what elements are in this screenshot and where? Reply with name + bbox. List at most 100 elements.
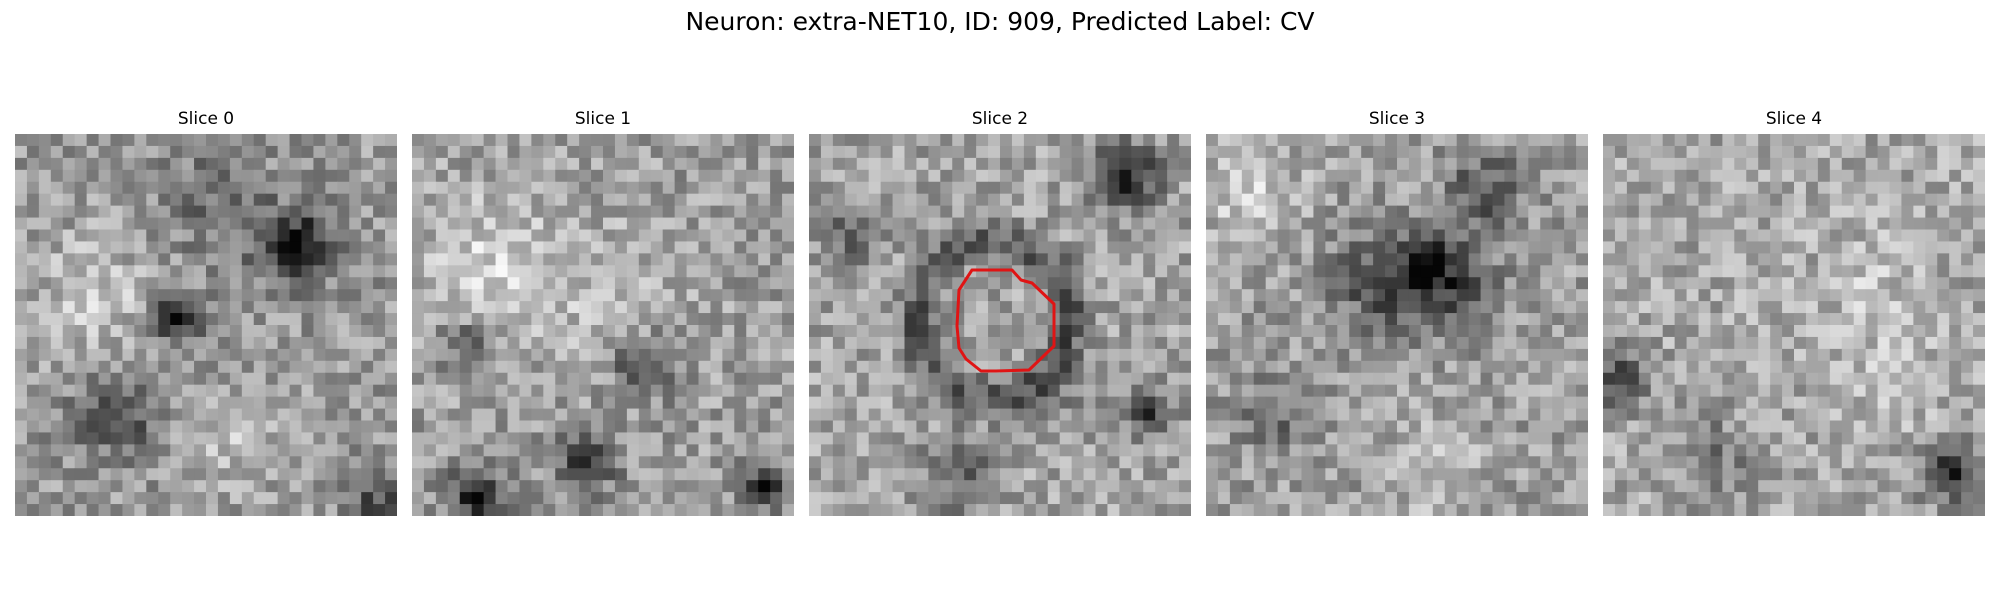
pixel-cell xyxy=(1504,265,1517,278)
pixel-cell xyxy=(217,444,231,457)
pixel-cell xyxy=(86,468,100,481)
pixel-cell xyxy=(265,396,279,410)
pixel-cell xyxy=(1662,169,1676,183)
pixel-cell xyxy=(591,313,604,326)
pixel-cell xyxy=(1853,145,1867,159)
pixel-cell xyxy=(1746,205,1759,219)
pixel-cell xyxy=(868,408,882,421)
pixel-cell xyxy=(531,181,544,195)
pixel-cell xyxy=(1662,456,1676,469)
pixel-cell xyxy=(1829,372,1843,386)
pixel-cell xyxy=(194,336,207,350)
pixel-cell xyxy=(361,145,374,159)
pixel-cell xyxy=(1011,336,1025,350)
pixel-cell xyxy=(1734,325,1747,338)
pixel-cell xyxy=(916,157,929,171)
pixel-cell xyxy=(1119,157,1132,171)
pixel-cell xyxy=(62,384,76,398)
pixel-cell xyxy=(1674,432,1688,445)
pixel-cell xyxy=(1603,336,1616,350)
pixel-cell xyxy=(1253,468,1267,481)
pixel-cell xyxy=(1397,169,1410,183)
pixel-cell xyxy=(964,504,977,516)
pixel-cell xyxy=(1361,336,1374,350)
pixel-cell xyxy=(1265,456,1279,469)
pixel-cell xyxy=(1468,325,1482,338)
pixel-cell xyxy=(1468,253,1482,266)
pixel-cell xyxy=(904,134,917,147)
pixel-cell xyxy=(38,289,52,302)
pixel-cell xyxy=(603,181,616,195)
pixel-cell xyxy=(1794,289,1807,302)
pixel-cell xyxy=(1023,325,1037,338)
pixel-cell xyxy=(1794,229,1807,242)
pixel-cell xyxy=(1949,253,1962,266)
pixel-cell xyxy=(1877,289,1890,302)
pixel-cell xyxy=(698,241,711,254)
pixel-cell xyxy=(1734,336,1747,350)
pixel-cell xyxy=(1853,193,1867,207)
pixel-cell xyxy=(1564,301,1577,314)
pixel-cell xyxy=(1206,289,1219,302)
pixel-cell xyxy=(253,313,267,326)
pixel-cell xyxy=(1552,157,1565,171)
pixel-cell xyxy=(844,145,858,159)
pixel-cell xyxy=(15,277,28,290)
pixel-cell xyxy=(1179,432,1191,445)
pixel-cell xyxy=(62,420,76,433)
pixel-cell xyxy=(1385,169,1398,183)
pixel-cell xyxy=(182,348,195,362)
pixel-cell xyxy=(1229,313,1243,326)
pixel-cell xyxy=(1023,241,1037,254)
pixel-cell xyxy=(1794,384,1807,398)
pixel-cell xyxy=(519,169,532,183)
pixel-cell xyxy=(1564,241,1577,254)
pixel-cell xyxy=(1516,444,1529,457)
pixel-cell xyxy=(1722,313,1735,326)
pixel-cell xyxy=(1973,289,1985,302)
pixel-cell xyxy=(229,348,243,362)
pixel-cell xyxy=(1710,348,1723,362)
pixel-cell xyxy=(337,325,350,338)
pixel-cell xyxy=(206,277,219,290)
pixel-cell xyxy=(1265,265,1279,278)
pixel-cell xyxy=(1626,241,1640,254)
pixel-cell xyxy=(844,372,858,386)
pixel-cell xyxy=(1662,181,1676,195)
pixel-cell xyxy=(1265,336,1279,350)
pixel-cell xyxy=(471,217,485,230)
pixel-cell xyxy=(856,205,870,219)
pixel-cell xyxy=(277,504,291,516)
pixel-cell xyxy=(1059,360,1073,374)
pixel-cell xyxy=(301,372,314,386)
pixel-cell xyxy=(880,444,894,457)
pixel-cell xyxy=(122,277,135,290)
pixel-cell xyxy=(1468,313,1482,326)
pixel-cell xyxy=(868,301,882,314)
pixel-cell xyxy=(1119,253,1132,266)
pixel-cell xyxy=(1011,432,1025,445)
pixel-cell xyxy=(1889,301,1902,314)
pixel-cell xyxy=(1167,444,1180,457)
pixel-cell xyxy=(1468,169,1482,183)
pixel-cell xyxy=(325,384,338,398)
pixel-cell xyxy=(471,145,485,159)
pixel-cell xyxy=(1059,253,1073,266)
pixel-cell xyxy=(1217,301,1231,314)
pixel-cell xyxy=(253,145,267,159)
pixel-cell xyxy=(1734,181,1747,195)
pixel-cell xyxy=(844,157,858,171)
pixel-cell xyxy=(217,313,231,326)
pixel-cell xyxy=(543,408,556,421)
pixel-cell xyxy=(782,217,794,230)
pixel-cell xyxy=(1155,313,1168,326)
pixel-cell xyxy=(217,229,231,242)
pixel-cell xyxy=(1925,134,1938,147)
pixel-cell xyxy=(1576,145,1588,159)
pixel-cell xyxy=(1095,229,1108,242)
pixel-cell xyxy=(1528,134,1541,147)
pixel-cell xyxy=(1492,253,1505,266)
pixel-cell xyxy=(1913,289,1926,302)
pixel-cell xyxy=(423,241,437,254)
pixel-cell xyxy=(241,456,255,469)
